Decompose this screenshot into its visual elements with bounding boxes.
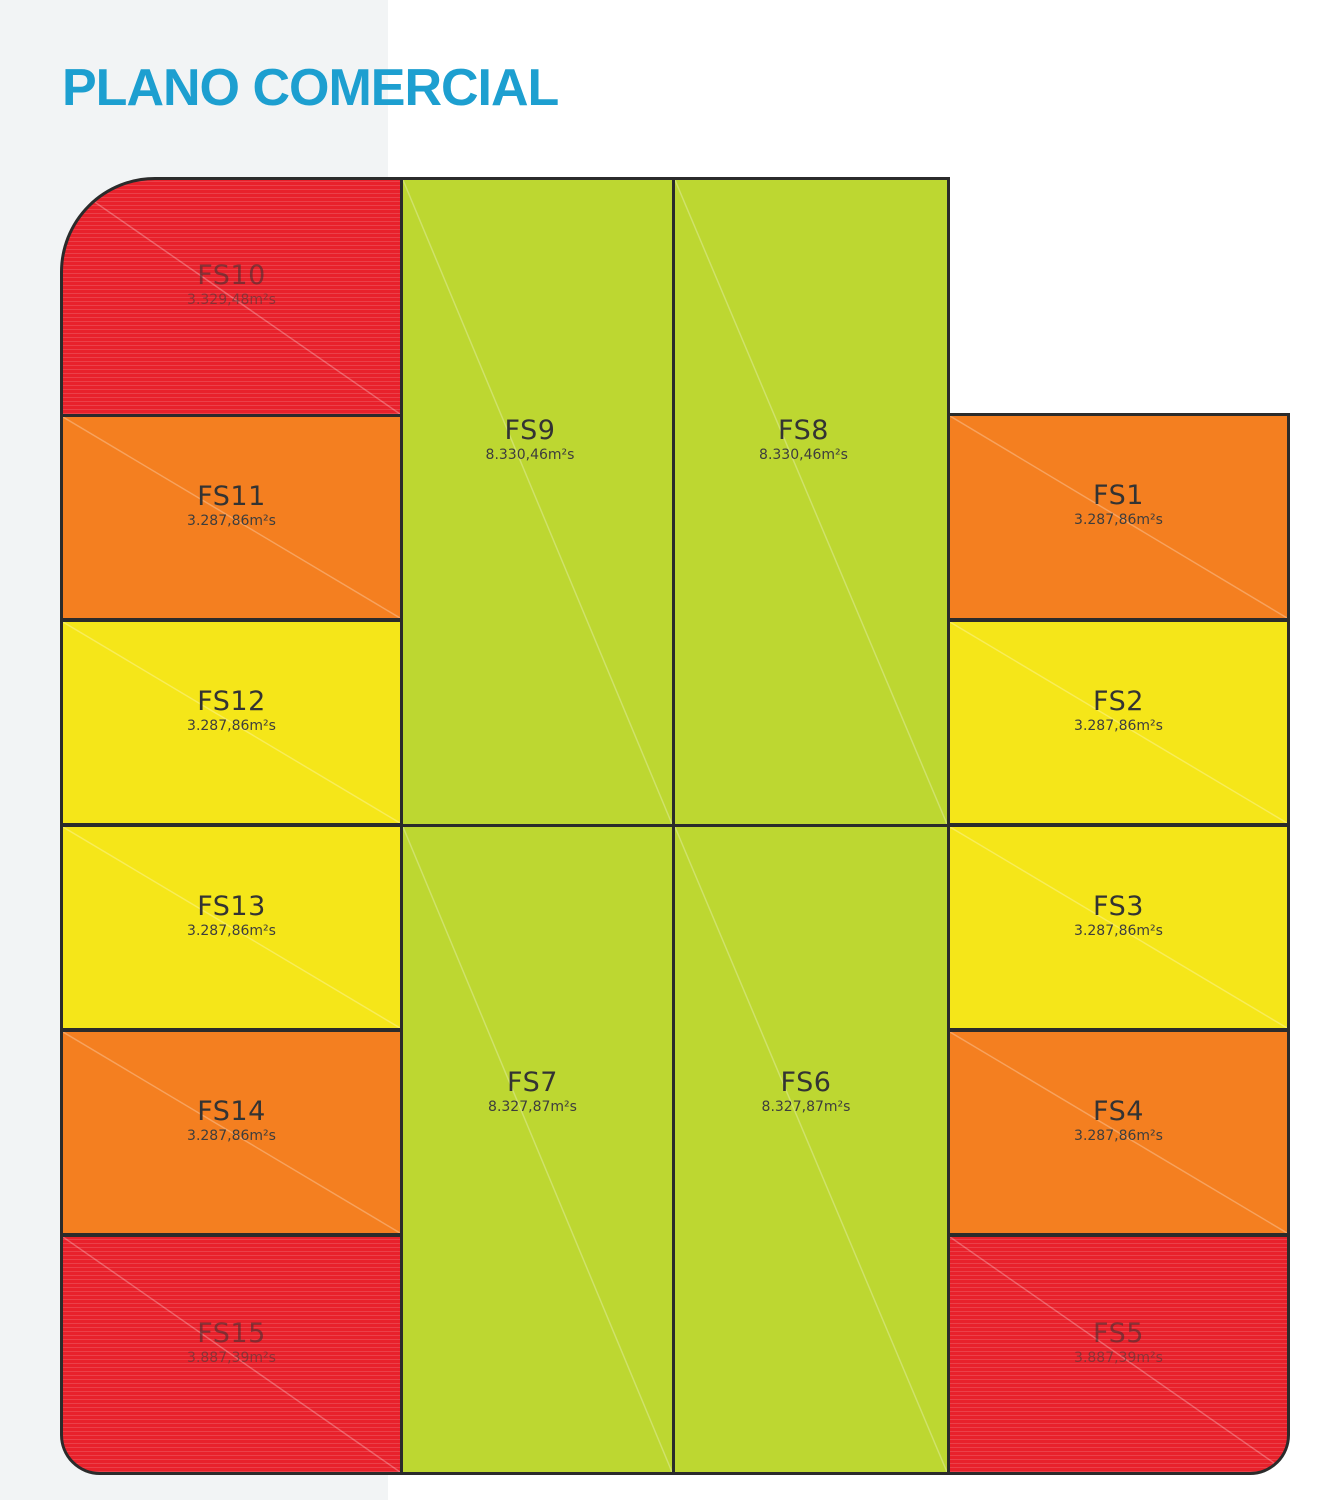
commercial-site-plan: FS10 3.329,48m²s FS11 3.287,86m²s FS12 3.287,… — [60, 177, 1290, 1475]
lot-area: 3.287,86m²s — [1074, 717, 1163, 734]
lot-area: 3.887,39m²s — [1074, 1349, 1163, 1366]
lot-name: FS5 — [1093, 1317, 1144, 1349]
lot-fs7: FS7 8.327,87m²s — [400, 824, 675, 1475]
lot-area: 8.330,46m²s — [485, 447, 575, 463]
lot-guide-line — [403, 827, 672, 1472]
lot-label: FS2 3.287,86m²s — [1074, 685, 1163, 735]
lot-label: FS3 3.287,86m²s — [1074, 890, 1163, 940]
lot-name: FS7 — [507, 1067, 558, 1098]
lot-fs12: FS12 3.287,86m²s — [60, 619, 403, 826]
lot-label: FS15 3.887,39m²s — [187, 1317, 276, 1367]
lot-label: FS1 3.287,86m²s — [1074, 481, 1163, 529]
lot-fs6: FS6 8.327,87m²s — [672, 824, 950, 1475]
lot-name: FS13 — [197, 890, 266, 922]
lot-area: 3.287,86m²s — [187, 512, 276, 529]
lot-fs14: FS14 3.287,86m²s — [60, 1029, 403, 1236]
lot-name: FS6 — [780, 1067, 832, 1098]
lot-fs4: FS4 3.287,86m²s — [947, 1029, 1290, 1236]
lot-name: FS11 — [197, 480, 266, 512]
lot-fs11: FS11 3.287,86m²s — [60, 414, 403, 621]
lot-area: 3.287,86m²s — [187, 717, 276, 734]
lot-name: FS4 — [1093, 1095, 1144, 1127]
lot-area: 3.287,86m²s — [1074, 1127, 1163, 1144]
lot-name: FS10 — [197, 260, 266, 291]
lot-area: 8.327,87m²s — [488, 1099, 577, 1115]
lot-label: FS4 3.287,86m²s — [1074, 1095, 1163, 1145]
lot-area: 8.327,87m²s — [761, 1099, 851, 1115]
lot-name: FS9 — [504, 415, 556, 446]
lot-label: FS12 3.287,86m²s — [187, 685, 276, 735]
lot-label: FS11 3.287,86m²s — [187, 480, 276, 530]
lot-fs2: FS2 3.287,86m²s — [947, 619, 1290, 826]
lot-area: 3.287,86m²s — [1074, 512, 1163, 528]
lot-name: FS2 — [1093, 685, 1144, 717]
lot-label: FS13 3.287,86m²s — [187, 890, 276, 940]
lot-fs8: FS8 8.330,46m²s — [672, 177, 950, 827]
lot-fs1: FS1 3.287,86m²s — [947, 413, 1290, 621]
lot-area: 3.329,48m²s — [187, 292, 276, 308]
lot-label: FS9 8.330,46m²s — [486, 416, 575, 464]
lot-label: FS8 8.330,46m²s — [759, 416, 848, 464]
lot-label: FS6 8.327,87m²s — [762, 1068, 851, 1116]
lot-name: FS14 — [197, 1095, 266, 1127]
lot-area: 3.287,86m²s — [187, 1127, 276, 1144]
lot-fs5: FS5 3.887,39m²s — [947, 1234, 1290, 1475]
lot-label: FS10 3.329,48m²s — [187, 261, 276, 309]
lot-guide-line — [403, 180, 672, 824]
lot-area: 3.287,86m²s — [187, 922, 276, 939]
lot-label: FS14 3.287,86m²s — [187, 1095, 276, 1145]
lot-guide-line — [675, 827, 947, 1472]
lot-fs10: FS10 3.329,48m²s — [60, 177, 403, 417]
lot-label: FS5 3.887,39m²s — [1074, 1317, 1163, 1367]
lot-name: FS1 — [1093, 480, 1144, 511]
lot-fs15: FS15 3.887,39m²s — [60, 1234, 403, 1475]
lot-fs9: FS9 8.330,46m²s — [400, 177, 675, 827]
lot-name: FS12 — [197, 685, 266, 717]
lot-area: 8.330,46m²s — [759, 447, 848, 463]
lot-name: FS8 — [778, 415, 829, 446]
lot-guide-line — [675, 180, 947, 824]
lot-area: 3.887,39m²s — [187, 1349, 276, 1366]
lot-name: FS15 — [197, 1317, 266, 1349]
lot-fs13: FS13 3.287,86m²s — [60, 824, 403, 1031]
lot-name: FS3 — [1093, 890, 1144, 922]
lot-area: 3.287,86m²s — [1074, 922, 1163, 939]
lot-label: FS7 8.327,87m²s — [488, 1068, 577, 1116]
page-title: PLANO COMERCIAL — [62, 59, 559, 117]
lot-fs3: FS3 3.287,86m²s — [947, 824, 1290, 1031]
